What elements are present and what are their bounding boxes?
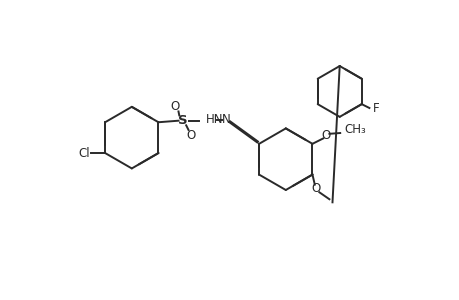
Text: F: F	[372, 102, 379, 115]
Text: S: S	[178, 114, 188, 127]
Text: O: O	[321, 129, 330, 142]
Text: N: N	[221, 113, 230, 126]
Text: O: O	[170, 100, 179, 113]
Text: HN: HN	[206, 113, 223, 126]
Text: O: O	[311, 182, 320, 195]
Text: O: O	[186, 129, 195, 142]
Text: Cl: Cl	[78, 146, 90, 160]
Text: CH₃: CH₃	[344, 123, 366, 136]
